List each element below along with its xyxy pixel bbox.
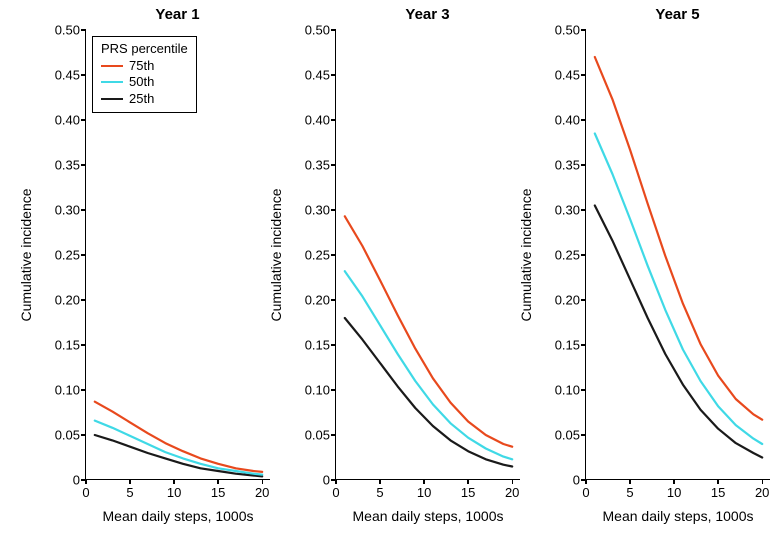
figure: Year 100.050.100.150.200.250.300.350.400… — [0, 0, 780, 553]
xtick-label: 20 — [755, 479, 769, 500]
ytick-label: 0.50 — [305, 23, 336, 38]
legend: PRS percentile 75th50th25th — [92, 36, 197, 113]
xtick-label: 15 — [711, 479, 725, 500]
ytick-label: 0.30 — [555, 203, 586, 218]
ytick-label: 0.40 — [55, 113, 86, 128]
line-svg — [586, 30, 771, 480]
ytick-label: 0.20 — [55, 293, 86, 308]
x-axis-label: Mean daily steps, 1000s — [103, 508, 254, 524]
xtick-label: 5 — [626, 479, 633, 500]
series-line-25th — [345, 318, 512, 467]
ytick-label: 0.20 — [555, 293, 586, 308]
legend-label: 75th — [129, 58, 154, 74]
y-axis-label: Cumulative incidence — [518, 188, 534, 321]
ytick-label: 0.30 — [305, 203, 336, 218]
legend-label: 50th — [129, 74, 154, 90]
xtick-label: 5 — [126, 479, 133, 500]
panel-3: Year 5 00.050.100.150.200.250.300.350.400… — [585, 0, 770, 553]
ytick-label: 0.45 — [55, 68, 86, 83]
series-line-50th — [345, 271, 512, 459]
series-line-25th — [595, 206, 762, 458]
legend-label: 25th — [129, 91, 154, 107]
ytick-label: 0.35 — [305, 158, 336, 173]
x-axis-label: Mean daily steps, 1000s — [603, 508, 754, 524]
xtick-label: 15 — [461, 479, 475, 500]
xtick-label: 10 — [417, 479, 431, 500]
line-svg — [336, 30, 521, 480]
xtick-label: 10 — [667, 479, 681, 500]
y-axis-label: Cumulative incidence — [268, 188, 284, 321]
xtick-label: 15 — [211, 479, 225, 500]
legend-item: 50th — [101, 74, 188, 90]
panel-title: Year 1 — [85, 6, 270, 23]
plot-area: 00.050.100.150.200.250.300.350.400.450.5… — [585, 30, 770, 480]
legend-item: 75th — [101, 58, 188, 74]
ytick-label: 0.30 — [55, 203, 86, 218]
legend-swatch — [101, 65, 123, 67]
y-axis-label: Cumulative incidence — [18, 188, 34, 321]
ytick-label: 0.25 — [555, 248, 586, 263]
ytick-label: 0.35 — [555, 158, 586, 173]
ytick-label: 0.50 — [555, 23, 586, 38]
xtick-label: 5 — [376, 479, 383, 500]
ytick-label: 0.05 — [305, 428, 336, 443]
legend-swatch — [101, 81, 123, 83]
ytick-label: 0.45 — [305, 68, 336, 83]
panel-2: Year 3 00.050.100.150.200.250.300.350.400… — [335, 0, 520, 553]
x-axis-label: Mean daily steps, 1000s — [353, 508, 504, 524]
ytick-label: 0.10 — [55, 383, 86, 398]
panel-1: Year 1 00.050.100.150.200.250.300.350.400… — [85, 0, 270, 553]
xtick-label: 0 — [582, 479, 589, 500]
plot-area: 00.050.100.150.200.250.300.350.400.450.5… — [85, 30, 270, 480]
ytick-label: 0.15 — [305, 338, 336, 353]
legend-item: 25th — [101, 91, 188, 107]
xtick-label: 20 — [255, 479, 269, 500]
ytick-label: 0.05 — [55, 428, 86, 443]
ytick-label: 0.35 — [55, 158, 86, 173]
ytick-label: 0.05 — [555, 428, 586, 443]
series-line-50th — [95, 421, 262, 475]
ytick-label: 0.10 — [555, 383, 586, 398]
xtick-label: 0 — [332, 479, 339, 500]
panel-title: Year 5 — [585, 6, 770, 23]
ytick-label: 0.45 — [555, 68, 586, 83]
plot-area: 00.050.100.150.200.250.300.350.400.450.5… — [335, 30, 520, 480]
ytick-label: 0.25 — [305, 248, 336, 263]
panel-title: Year 3 — [335, 6, 520, 23]
ytick-label: 0.50 — [55, 23, 86, 38]
legend-swatch — [101, 98, 123, 100]
ytick-label: 0.15 — [555, 338, 586, 353]
ytick-label: 0.15 — [55, 338, 86, 353]
xtick-label: 20 — [505, 479, 519, 500]
legend-title: PRS percentile — [101, 41, 188, 56]
xtick-label: 10 — [167, 479, 181, 500]
ytick-label: 0.40 — [305, 113, 336, 128]
ytick-label: 0.10 — [305, 383, 336, 398]
series-line-75th — [595, 57, 762, 420]
xtick-label: 0 — [82, 479, 89, 500]
ytick-label: 0.40 — [555, 113, 586, 128]
ytick-label: 0.25 — [55, 248, 86, 263]
series-line-75th — [345, 216, 512, 446]
ytick-label: 0.20 — [305, 293, 336, 308]
